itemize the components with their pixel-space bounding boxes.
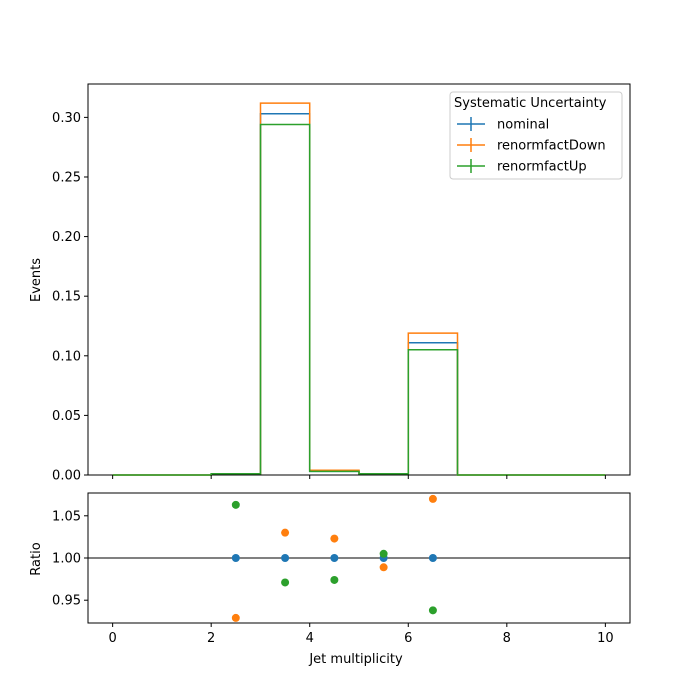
ratio-point-renormfactDown bbox=[231, 613, 240, 622]
ratio-point-renormfactDown bbox=[281, 528, 290, 537]
x-tick-label: 10 bbox=[597, 631, 614, 646]
ratio-point-renormfactUp bbox=[330, 575, 339, 584]
histogram-y-tick-label: 0.05 bbox=[52, 409, 81, 424]
ratio-y-tick-label: 1.05 bbox=[52, 509, 81, 524]
legend-box bbox=[449, 91, 623, 180]
ratio-point-nominal bbox=[281, 554, 290, 562]
legend-label: renormfactDown bbox=[497, 139, 606, 154]
legend-label: renormfactUp bbox=[497, 160, 587, 175]
ratio-point-nominal bbox=[428, 554, 437, 562]
ratio-point-renormfactDown bbox=[379, 563, 388, 572]
x-tick-label: 8 bbox=[503, 631, 511, 646]
ratio-y-tick-label: 1.00 bbox=[52, 552, 81, 567]
ratio-y-tick-label: 0.95 bbox=[52, 594, 81, 609]
legend-entries: nominal renormfactDown renormfactUp bbox=[457, 117, 606, 175]
ratio-point-renormfactUp bbox=[231, 500, 240, 509]
histogram-x-ticks bbox=[112, 475, 606, 479]
x-tick-label: 6 bbox=[404, 631, 412, 646]
histogram-y-ticks: 0.00 0.05 0.10 0.15 0.20 0.25 0.30 bbox=[52, 111, 88, 484]
histogram-y-tick-label: 0.20 bbox=[52, 230, 81, 245]
histogram-y-tick-label: 0.25 bbox=[52, 170, 81, 185]
ratio-point-nominal bbox=[231, 554, 240, 562]
legend-entry-renormfactUp: renormfactUp bbox=[457, 159, 587, 175]
legend: Systematic Uncertainty nominal renormfact… bbox=[449, 91, 623, 180]
histogram-y-tick-label: 0.10 bbox=[52, 349, 81, 364]
histogram-y-tick-label: 0.30 bbox=[52, 111, 81, 126]
ratio-point-renormfactDown bbox=[330, 534, 339, 543]
x-tick-label: 4 bbox=[306, 631, 314, 646]
legend-label: nominal bbox=[497, 118, 549, 133]
x-tick-label: 0 bbox=[108, 631, 116, 646]
legend-entry-renormfactDown: renormfactDown bbox=[457, 138, 606, 154]
ratio-x-ticks: 0 2 4 6 8 10 bbox=[108, 623, 614, 646]
legend-title: Systematic Uncertainty bbox=[454, 96, 607, 111]
histogram-series-layer bbox=[112, 102, 606, 476]
histogram-series-renormfactUp bbox=[112, 123, 606, 476]
histogram-panel: 0.00 0.05 0.10 0.15 0.20 0.25 0.30 Events Syst… bbox=[29, 83, 631, 484]
legend-entry-nominal: nominal bbox=[457, 117, 549, 133]
x-axis-label: Jet multiplicity bbox=[308, 652, 403, 667]
ratio-point-renormfactUp bbox=[428, 606, 437, 615]
ratio-points-layer bbox=[231, 494, 437, 622]
histogram-y-axis-label: Events bbox=[29, 258, 44, 302]
x-tick-label: 2 bbox=[207, 631, 215, 646]
ratio-point-nominal bbox=[330, 554, 339, 562]
ratio-y-ticks: 0.95 1.00 1.05 bbox=[52, 509, 88, 609]
histogram-y-tick-label: 0.15 bbox=[52, 290, 81, 305]
histogram-y-tick-label: 0.00 bbox=[52, 469, 81, 484]
ratio-y-axis-label: Ratio bbox=[29, 542, 44, 575]
ratio-point-renormfactDown bbox=[428, 494, 437, 503]
ratio-point-renormfactUp bbox=[281, 578, 290, 587]
ratio-panel: 0.95 1.00 1.05 0 2 4 6 8 10 Ratio Jet multiplic… bbox=[29, 492, 631, 667]
histogram-frame bbox=[87, 83, 631, 476]
ratio-point-renormfactUp bbox=[379, 549, 388, 558]
